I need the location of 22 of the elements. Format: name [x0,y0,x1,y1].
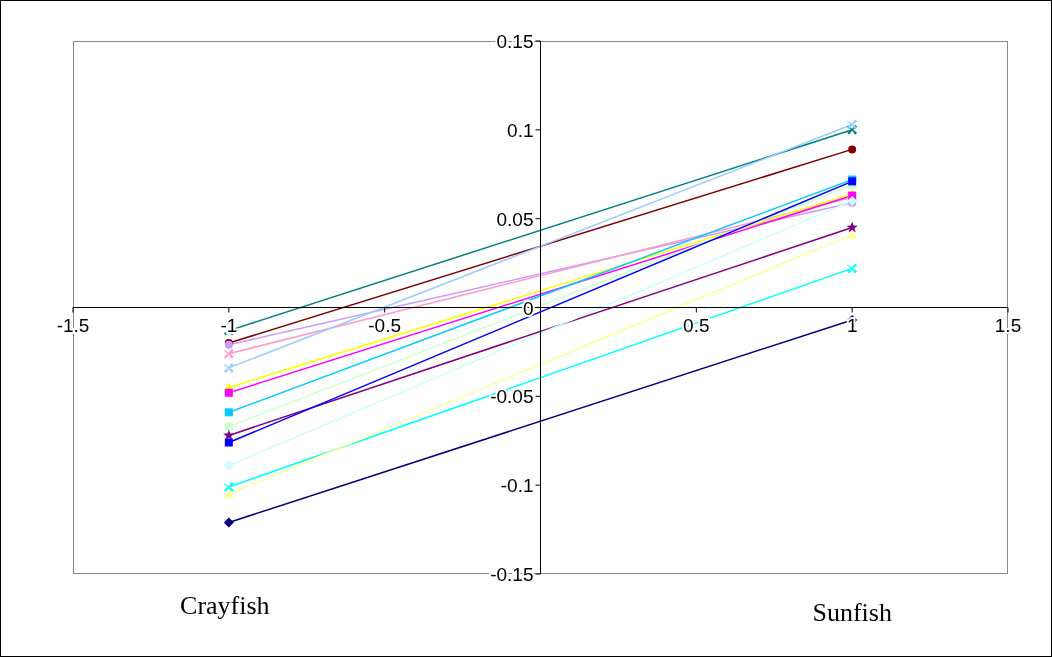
y-tick-label: 0.05 [496,208,534,230]
point [223,460,234,471]
point [847,119,858,130]
x-tick-label: -1.5 [56,314,90,336]
point [223,362,234,373]
point [224,422,233,431]
y-tick-label: 0.15 [496,31,534,52]
point [847,263,858,274]
y-tick-label: -0.05 [490,386,534,408]
y-tick-label: -0.1 [500,475,534,497]
point [223,517,234,528]
point [223,481,234,492]
x-tick-label: -0.5 [368,314,402,336]
x-tick-label: 1.5 [994,314,1022,336]
text: Sunfish [811,598,893,628]
point [848,145,857,154]
y-tick-label: 0.1 [507,119,534,141]
text: Crayfish [179,591,271,621]
point [224,408,233,417]
point [224,438,233,447]
point [223,348,234,359]
y-tick-label: -0.15 [490,564,534,585]
